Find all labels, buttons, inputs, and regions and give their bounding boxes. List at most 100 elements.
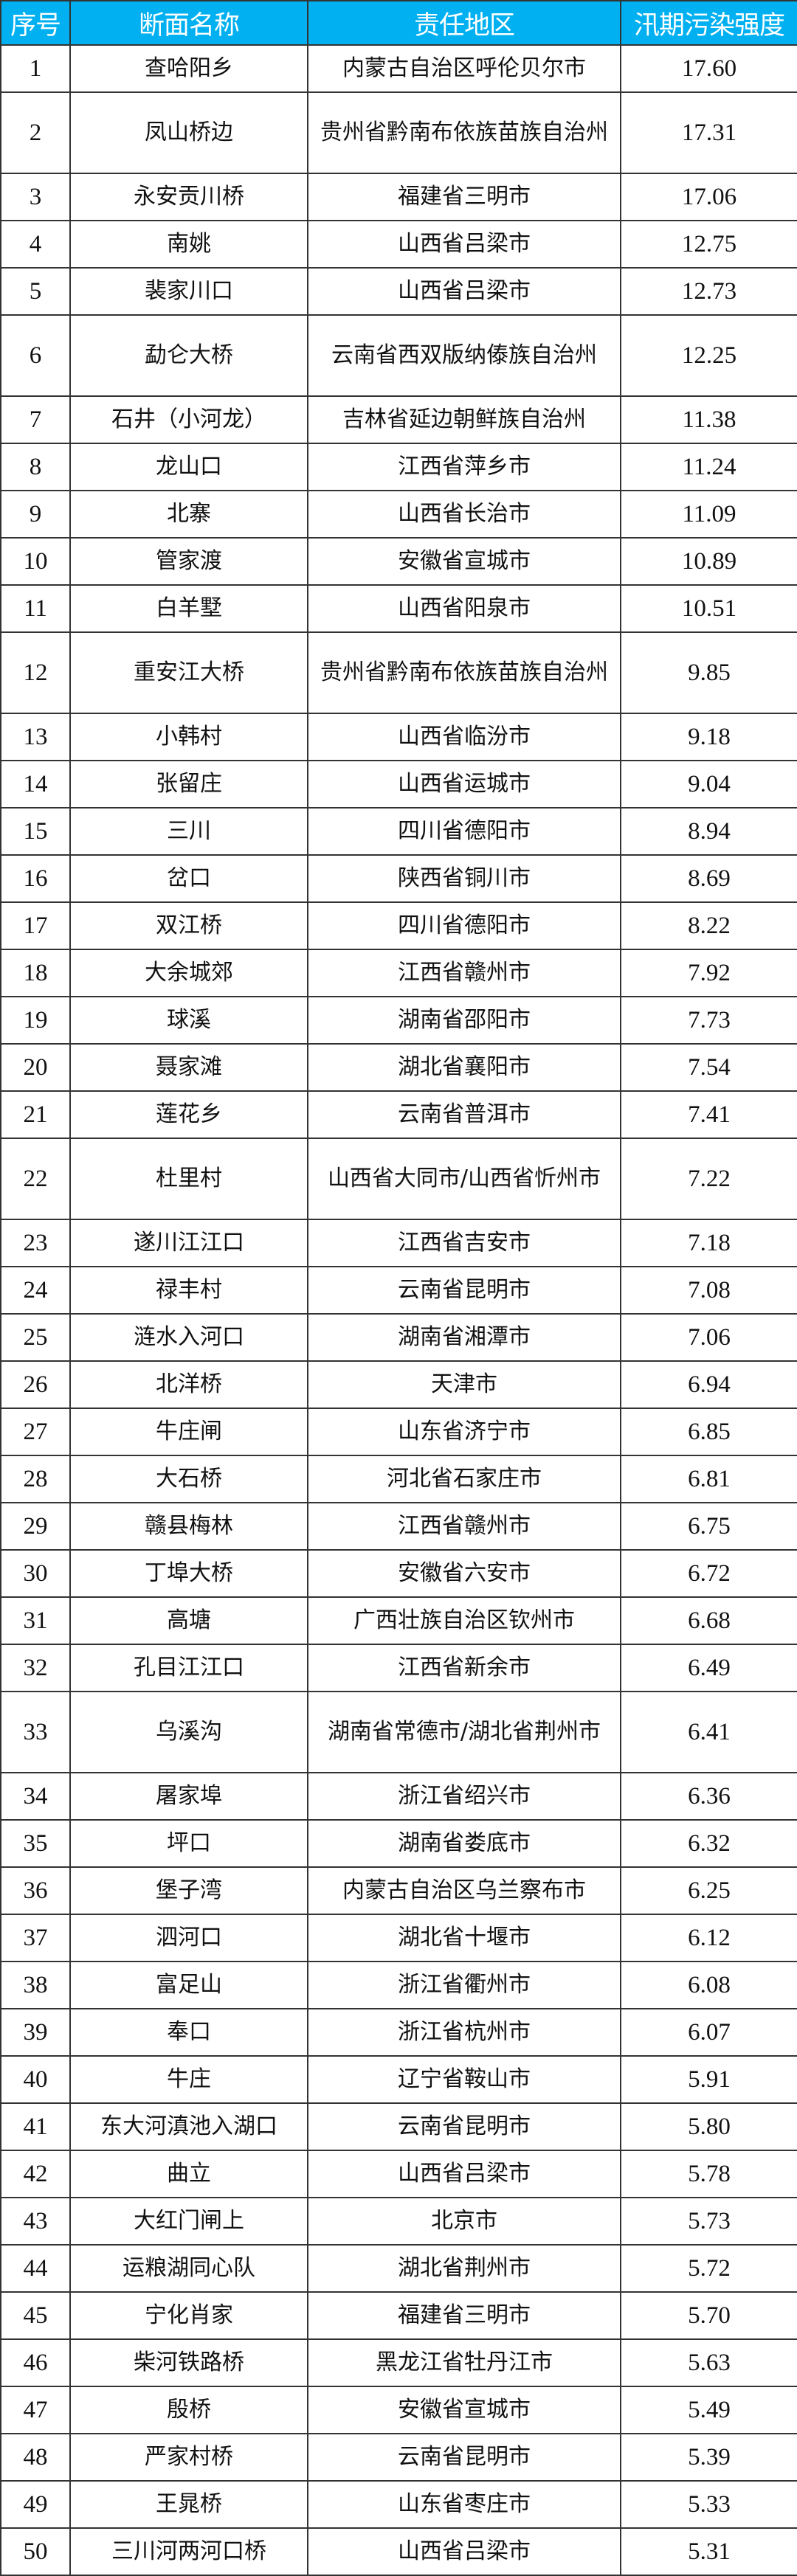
responsible-region: 四川省德阳市: [307, 807, 621, 856]
responsible-region: 贵州省黔南布依族苗族自治州: [307, 631, 621, 714]
section-name: 大石桥: [69, 1455, 308, 1503]
pollution-intensity: 6.25: [620, 1866, 797, 1915]
row-index: 44: [0, 2244, 71, 2293]
table-row: 8 龙山口 江西省萍乡市 11.24: [0, 443, 797, 491]
table-row: 35 坪口 湖南省娄底市 6.32: [0, 1819, 797, 1868]
section-name: 赣县梅林: [69, 1502, 308, 1551]
responsible-region: 湖北省襄阳市: [307, 1043, 621, 1092]
section-name: 大余城郊: [69, 949, 308, 997]
responsible-region: 北京市: [307, 2197, 621, 2246]
table-row: 37 泗河口 湖北省十堰市 6.12: [0, 1914, 797, 1962]
responsible-region: 辽宁省鞍山市: [307, 2055, 621, 2104]
pollution-intensity: 5.39: [620, 2433, 797, 2482]
responsible-region: 江西省新余市: [307, 1644, 621, 1692]
pollution-intensity: 5.72: [620, 2244, 797, 2293]
pollution-intensity: 5.63: [620, 2338, 797, 2387]
section-name: 莲花乡: [69, 1090, 308, 1139]
row-index: 31: [0, 1596, 71, 1645]
section-name: 大红门闸上: [69, 2197, 308, 2246]
pollution-intensity: 7.41: [620, 1090, 797, 1139]
table-row: 46 柴河铁路桥 黑龙江省牡丹江市 5.63: [0, 2338, 797, 2387]
table-row: 25 涟水入河口 湖南省湘潭市 7.06: [0, 1313, 797, 1362]
pollution-intensity: 9.85: [620, 631, 797, 714]
table-row: 44 运粮湖同心队 湖北省荆州市 5.72: [0, 2244, 797, 2293]
responsible-region: 山西省长治市: [307, 490, 621, 539]
responsible-region: 广西壮族自治区钦州市: [307, 1596, 621, 1645]
table-row: 20 聂家滩 湖北省襄阳市 7.54: [0, 1043, 797, 1092]
pollution-intensity: 7.54: [620, 1043, 797, 1092]
row-index: 41: [0, 2102, 71, 2151]
row-index: 20: [0, 1043, 71, 1092]
responsible-region: 浙江省绍兴市: [307, 1772, 621, 1821]
table-row: 45 宁化肖家 福建省三明市 5.70: [0, 2291, 797, 2340]
section-name: 牛庄闸: [69, 1408, 308, 1456]
pollution-intensity: 6.68: [620, 1596, 797, 1645]
table-row: 43 大红门闸上 北京市 5.73: [0, 2197, 797, 2246]
row-index: 35: [0, 1819, 71, 1868]
row-index: 49: [0, 2480, 71, 2529]
responsible-region: 山东省济宁市: [307, 1408, 621, 1456]
responsible-region: 山西省大同市/山西省忻州市: [307, 1138, 621, 1220]
pollution-intensity: 10.51: [620, 584, 797, 633]
responsible-region: 内蒙古自治区乌兰察布市: [307, 1866, 621, 1915]
pollution-intensity: 6.12: [620, 1914, 797, 1962]
header-region: 责任地区: [307, 0, 621, 46]
pollution-intensity: 10.89: [620, 537, 797, 586]
row-index: 10: [0, 537, 71, 586]
row-index: 15: [0, 807, 71, 856]
table-row: 39 奉口 浙江省杭州市 6.07: [0, 2008, 797, 2057]
row-index: 42: [0, 2150, 71, 2198]
row-index: 16: [0, 854, 71, 903]
section-name: 永安贡川桥: [69, 173, 308, 221]
pollution-intensity: 12.73: [620, 267, 797, 316]
row-index: 26: [0, 1360, 71, 1409]
responsible-region: 山东省枣庄市: [307, 2480, 621, 2529]
section-name: 孔目江江口: [69, 1644, 308, 1692]
table-row: 28 大石桥 河北省石家庄市 6.81: [0, 1455, 797, 1503]
section-name: 石井（小河龙）: [69, 395, 308, 444]
row-index: 14: [0, 760, 71, 809]
table-row: 27 牛庄闸 山东省济宁市 6.85: [0, 1408, 797, 1456]
table-row: 36 堡子湾 内蒙古自治区乌兰察布市 6.25: [0, 1866, 797, 1915]
table-row: 23 遂川江江口 江西省吉安市 7.18: [0, 1219, 797, 1267]
section-name: 南姚: [69, 220, 308, 269]
table-header: 序号 断面名称 责任地区 汛期污染强度: [0, 0, 797, 46]
section-name: 王晁桥: [69, 2480, 308, 2529]
section-name: 殷桥: [69, 2386, 308, 2434]
pollution-intensity: 6.85: [620, 1408, 797, 1456]
row-index: 27: [0, 1408, 71, 1456]
responsible-region: 云南省西双版纳傣族自治州: [307, 314, 621, 397]
row-index: 36: [0, 1866, 71, 1915]
table-row: 7 石井（小河龙） 吉林省延边朝鲜族自治州 11.38: [0, 395, 797, 444]
row-index: 5: [0, 267, 71, 316]
table-row: 12 重安江大桥 贵州省黔南布依族苗族自治州 9.85: [0, 631, 797, 714]
section-name: 重安江大桥: [69, 631, 308, 714]
section-name: 白羊墅: [69, 584, 308, 633]
table-row: 42 曲立 山西省吕梁市 5.78: [0, 2150, 797, 2198]
section-name: 龙山口: [69, 443, 308, 491]
table-row: 3 永安贡川桥 福建省三明市 17.06: [0, 173, 797, 221]
section-name: 岔口: [69, 854, 308, 903]
row-index: 34: [0, 1772, 71, 1821]
section-name: 坪口: [69, 1819, 308, 1868]
section-name: 乌溪沟: [69, 1691, 308, 1773]
row-index: 19: [0, 996, 71, 1045]
section-name: 裴家川口: [69, 267, 308, 316]
row-index: 25: [0, 1313, 71, 1362]
pollution-intensity: 17.06: [620, 173, 797, 221]
pollution-intensity: 6.36: [620, 1772, 797, 1821]
table-row: 33 乌溪沟 湖南省常德市/湖北省荆州市 6.41: [0, 1691, 797, 1773]
row-index: 6: [0, 314, 71, 397]
pollution-intensity: 5.33: [620, 2480, 797, 2529]
section-name: 北洋桥: [69, 1360, 308, 1409]
pollution-intensity: 5.78: [620, 2150, 797, 2198]
row-index: 3: [0, 173, 71, 221]
table-body: 1 查哈阳乡 内蒙古自治区呼伦贝尔市 17.60 2 凤山桥边 贵州省黔南布依族苗族自治州 1…: [0, 44, 797, 2576]
table-row: 50 三川河两河口桥 山西省吕梁市 5.31: [0, 2527, 797, 2576]
row-index: 40: [0, 2055, 71, 2104]
table-row: 16 岔口 陕西省铜川市 8.69: [0, 854, 797, 903]
section-name: 遂川江江口: [69, 1219, 308, 1267]
table-row: 24 禄丰村 云南省昆明市 7.08: [0, 1266, 797, 1315]
pollution-intensity: 12.75: [620, 220, 797, 269]
